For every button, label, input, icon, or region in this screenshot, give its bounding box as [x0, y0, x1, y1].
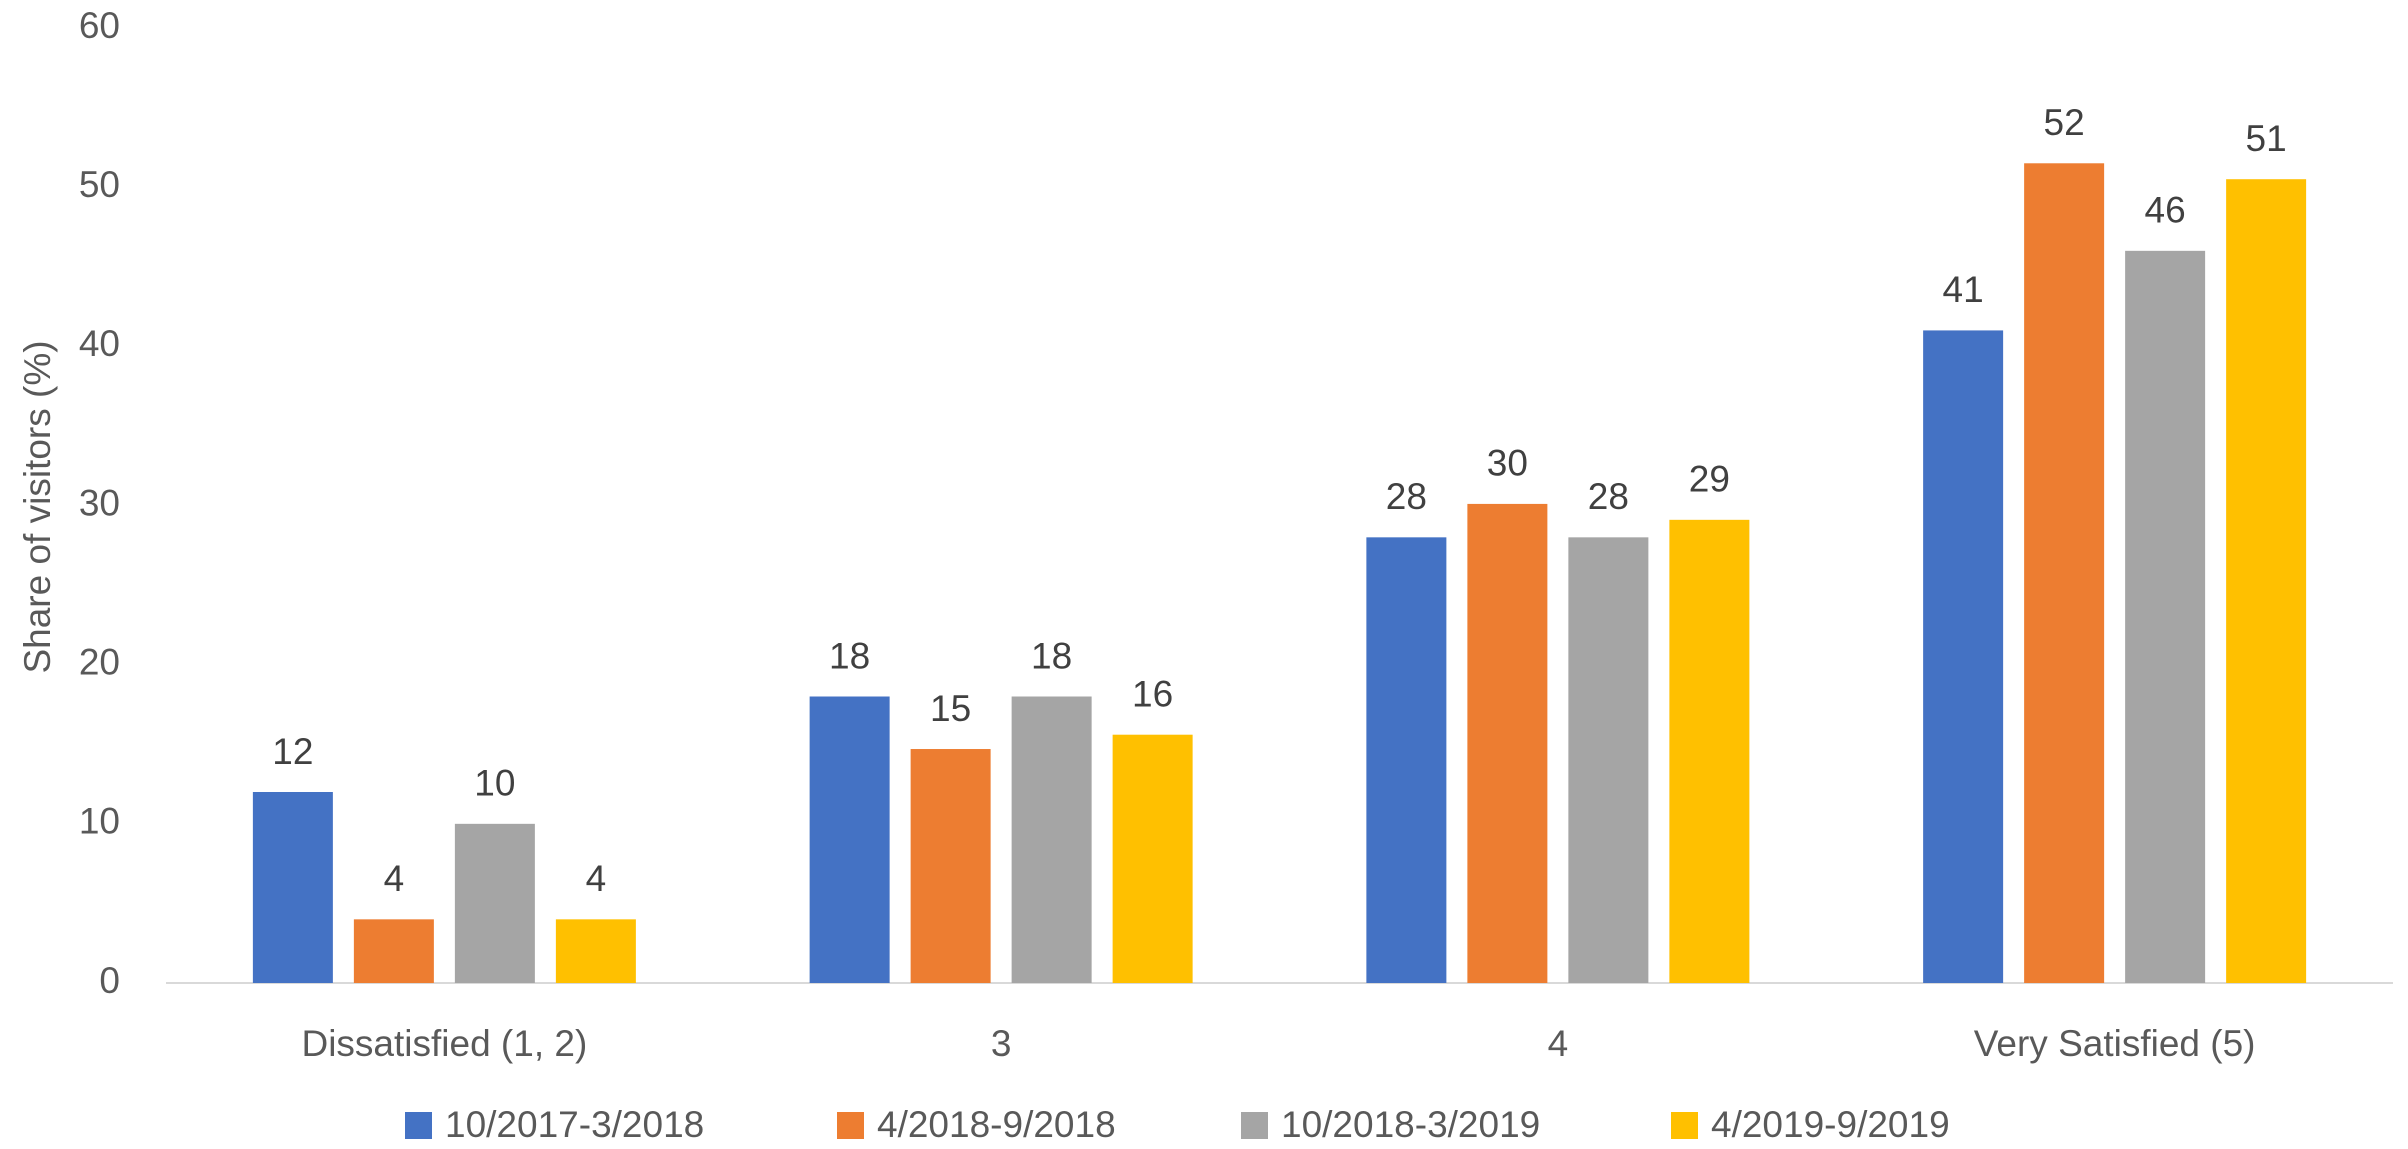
data-label: 15 [930, 688, 971, 729]
bar [2226, 179, 2307, 984]
bar [353, 919, 434, 983]
legend-swatch [837, 1112, 864, 1139]
data-label: 18 [829, 635, 870, 676]
legend-swatch [1241, 1112, 1268, 1139]
bar [1923, 330, 2004, 984]
bar [2024, 163, 2105, 983]
legend-label: 4/2018-9/2018 [877, 1104, 1116, 1145]
x-tick-label: Very Satisfied (5) [1974, 1023, 2256, 1064]
data-label: 16 [1132, 673, 1173, 714]
y-tick-label: 20 [79, 641, 120, 682]
legend-label: 10/2017-3/2018 [445, 1104, 704, 1145]
bar [454, 823, 535, 983]
data-label: 41 [1943, 269, 1984, 310]
bar [1112, 734, 1193, 983]
bar [555, 919, 636, 983]
bar [1366, 537, 1447, 983]
data-label: 4 [586, 858, 607, 899]
x-tick-label: 3 [991, 1023, 1012, 1064]
data-label: 51 [2246, 118, 2287, 159]
legend-swatch [1671, 1112, 1698, 1139]
legend-label: 4/2019-9/2019 [1711, 1104, 1950, 1145]
y-tick-label: 30 [79, 482, 120, 523]
bar [2125, 250, 2206, 984]
y-tick-label: 60 [79, 5, 120, 46]
y-tick-label: 50 [79, 164, 120, 205]
bar [910, 749, 991, 983]
x-tick-label: 4 [1548, 1023, 1569, 1064]
bar [1669, 519, 1750, 983]
y-tick-label: 0 [99, 960, 120, 1001]
bar [1467, 503, 1548, 983]
bar [1011, 696, 1092, 983]
data-label: 30 [1487, 443, 1528, 484]
bar [809, 696, 890, 983]
y-axis-title: Share of visitors (%) [17, 340, 58, 673]
y-tick-label: 10 [79, 801, 120, 842]
x-tick-label: Dissatisfied (1, 2) [301, 1023, 587, 1064]
data-label: 4 [384, 858, 405, 899]
data-label: 52 [2044, 102, 2085, 143]
legend-swatch [405, 1112, 432, 1139]
data-label: 28 [1588, 476, 1629, 517]
data-label: 12 [272, 731, 313, 772]
data-label: 28 [1386, 476, 1427, 517]
data-label: 29 [1689, 459, 1730, 500]
legend-label: 10/2018-3/2019 [1281, 1104, 1540, 1145]
data-label: 10 [474, 763, 515, 804]
data-label: 46 [2145, 190, 2186, 231]
bar [252, 792, 333, 983]
data-label: 18 [1031, 635, 1072, 676]
bar [1568, 537, 1649, 983]
y-tick-label: 40 [79, 323, 120, 364]
